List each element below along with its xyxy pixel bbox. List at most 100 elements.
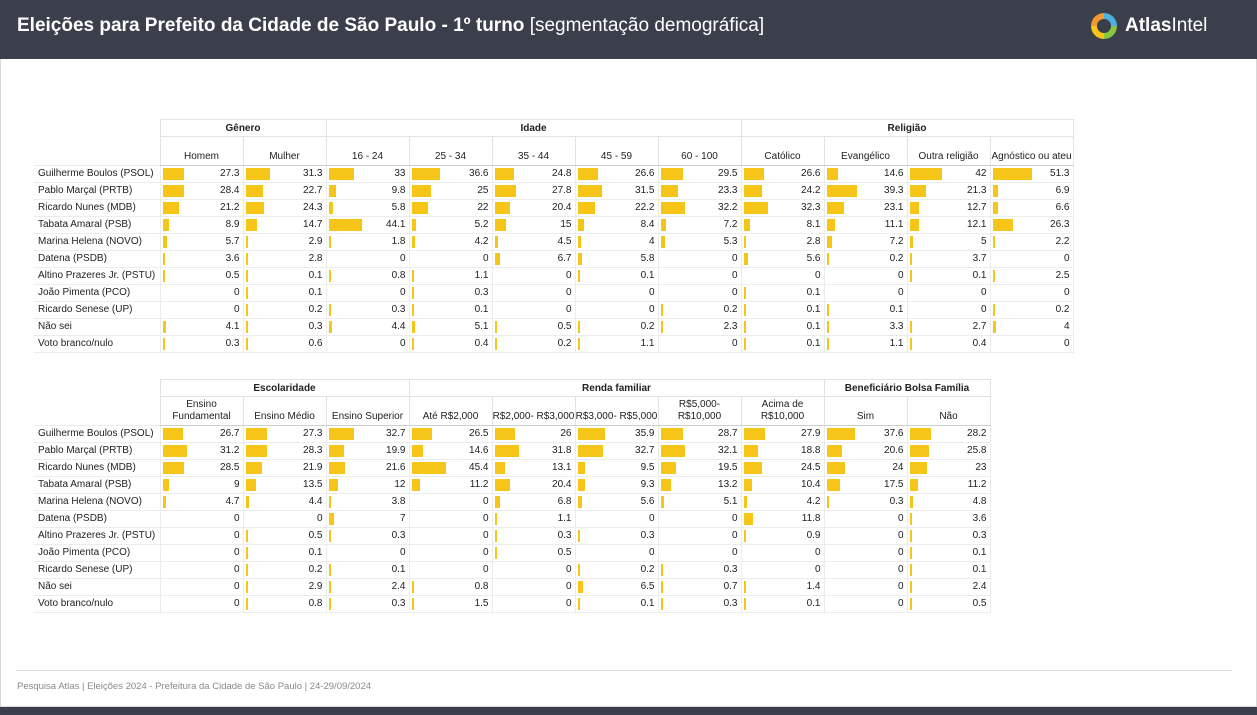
value-label: 3.6 <box>225 252 240 264</box>
value-label: 9 <box>233 478 240 490</box>
value-bar <box>826 235 832 248</box>
data-cell: 0 <box>159 543 244 562</box>
data-cell: 13.5 <box>242 475 327 494</box>
data-cell: 0 <box>325 249 410 268</box>
value-label: 5.7 <box>225 235 240 247</box>
data-cell: 0 <box>823 543 908 562</box>
data-cell: 22.7 <box>242 181 327 200</box>
value-label: 0.4 <box>972 337 987 349</box>
group-header-escolaridade: Escolaridade <box>159 379 410 397</box>
column-header-r-3-000-r-5-000: R$3,000- R$5,000 <box>574 396 659 426</box>
value-label: 0 <box>233 512 240 524</box>
data-cell: 0.3 <box>823 492 908 511</box>
data-cell: 0.1 <box>242 543 327 562</box>
value-label: 0 <box>482 252 489 264</box>
value-label: 0.3 <box>308 320 323 332</box>
value-bar <box>162 444 187 457</box>
data-cell: 31.8 <box>491 441 576 460</box>
value-bar <box>328 563 331 576</box>
header-corner <box>34 137 160 166</box>
value-label: 19.5 <box>718 461 738 473</box>
value-label: 0.2 <box>1055 303 1070 315</box>
value-label: 20.6 <box>884 444 904 456</box>
value-label: 27.8 <box>552 184 572 196</box>
value-label: 0 <box>233 546 240 558</box>
data-cell: 3.8 <box>325 492 410 511</box>
row-label: Ricardo Senese (UP) <box>34 560 160 579</box>
value-label: 0 <box>731 269 738 281</box>
value-bar <box>328 167 354 180</box>
value-label: 1.1 <box>557 512 572 524</box>
value-bar <box>577 444 603 457</box>
value-label: 0 <box>897 286 904 298</box>
value-label: 0.7 <box>723 580 738 592</box>
value-bar <box>245 563 248 576</box>
value-bar <box>245 303 248 316</box>
data-cell: 1.1 <box>574 334 659 353</box>
row-label: Ricardo Nunes (MDB) <box>34 458 160 477</box>
data-cell: 0 <box>408 526 493 545</box>
value-bar <box>328 184 336 197</box>
data-cell: 0 <box>823 266 908 285</box>
value-bar <box>411 444 423 457</box>
value-label: 0.1 <box>391 563 406 575</box>
value-label: 5.1 <box>474 320 489 332</box>
value-bar <box>245 580 248 593</box>
table-row: Marina Helena (NOVO) 4.7 4.4 3.8 0 6.8 5.6 5.1 4… <box>34 492 991 511</box>
value-label: 4 <box>648 235 655 247</box>
data-cell: 0 <box>989 283 1074 302</box>
data-cell: 0.2 <box>574 317 659 336</box>
value-label: 1.1 <box>889 337 904 349</box>
table-row: Datena (PSDB) 3.6 2.8 0 0 6.7 5.8 0 5.6 0.2 3.7 0 <box>34 249 1074 268</box>
value-label: 7 <box>399 512 406 524</box>
page-title: Eleições para Prefeito da Cidade de São … <box>17 15 764 37</box>
value-bar <box>577 563 580 576</box>
data-cell: 0 <box>325 543 410 562</box>
value-bar <box>743 167 764 180</box>
value-bar <box>411 303 414 316</box>
group-header-row: Escolaridade Renda familiar Beneficiário B… <box>34 379 991 397</box>
data-cell: 0 <box>159 283 244 302</box>
data-cell: 0 <box>657 526 742 545</box>
value-bar <box>577 218 584 231</box>
column-header-45-59: 45 - 59 <box>574 136 659 166</box>
data-cell: 26.6 <box>574 164 659 183</box>
data-cell: 0 <box>823 283 908 302</box>
data-cell: 0.1 <box>242 283 327 302</box>
row-label: Ricardo Nunes (MDB) <box>34 198 160 217</box>
value-label: 0.1 <box>640 597 655 609</box>
value-bar <box>411 269 414 282</box>
data-cell: 0 <box>491 283 576 302</box>
value-label: 26.6 <box>635 167 655 179</box>
data-cell: 2.9 <box>242 577 327 596</box>
value-bar <box>162 184 185 197</box>
column-header-nao: Não <box>906 396 991 426</box>
data-cell: 0 <box>242 509 327 528</box>
value-label: 14.6 <box>469 444 489 456</box>
value-bar <box>245 184 263 197</box>
value-bar <box>743 337 746 350</box>
data-cell: 3.6 <box>906 509 991 528</box>
value-label: 0 <box>399 286 406 298</box>
column-header-evangelico: Evangélico <box>823 136 908 166</box>
data-cell: 0 <box>408 560 493 579</box>
value-label: 13.2 <box>718 478 738 490</box>
data-cell: 0 <box>906 283 991 302</box>
data-cell: 17.5 <box>823 475 908 494</box>
value-label: 0 <box>233 597 240 609</box>
data-cell: 14.7 <box>242 215 327 234</box>
data-cell: 7 <box>325 509 410 528</box>
value-bar <box>245 218 257 231</box>
value-label: 0 <box>648 512 655 524</box>
value-label: 0 <box>814 563 821 575</box>
data-cell: 32.7 <box>325 424 410 443</box>
data-cell: 0.1 <box>574 266 659 285</box>
logo-text-normal: Intel <box>1171 15 1208 36</box>
data-cell: 0.1 <box>740 334 825 353</box>
value-label: 0 <box>482 529 489 541</box>
data-cell: 0 <box>657 266 742 285</box>
value-label: 8.4 <box>640 218 655 230</box>
value-bar <box>743 218 750 231</box>
value-bar <box>743 529 746 542</box>
data-cell: 0 <box>657 334 742 353</box>
